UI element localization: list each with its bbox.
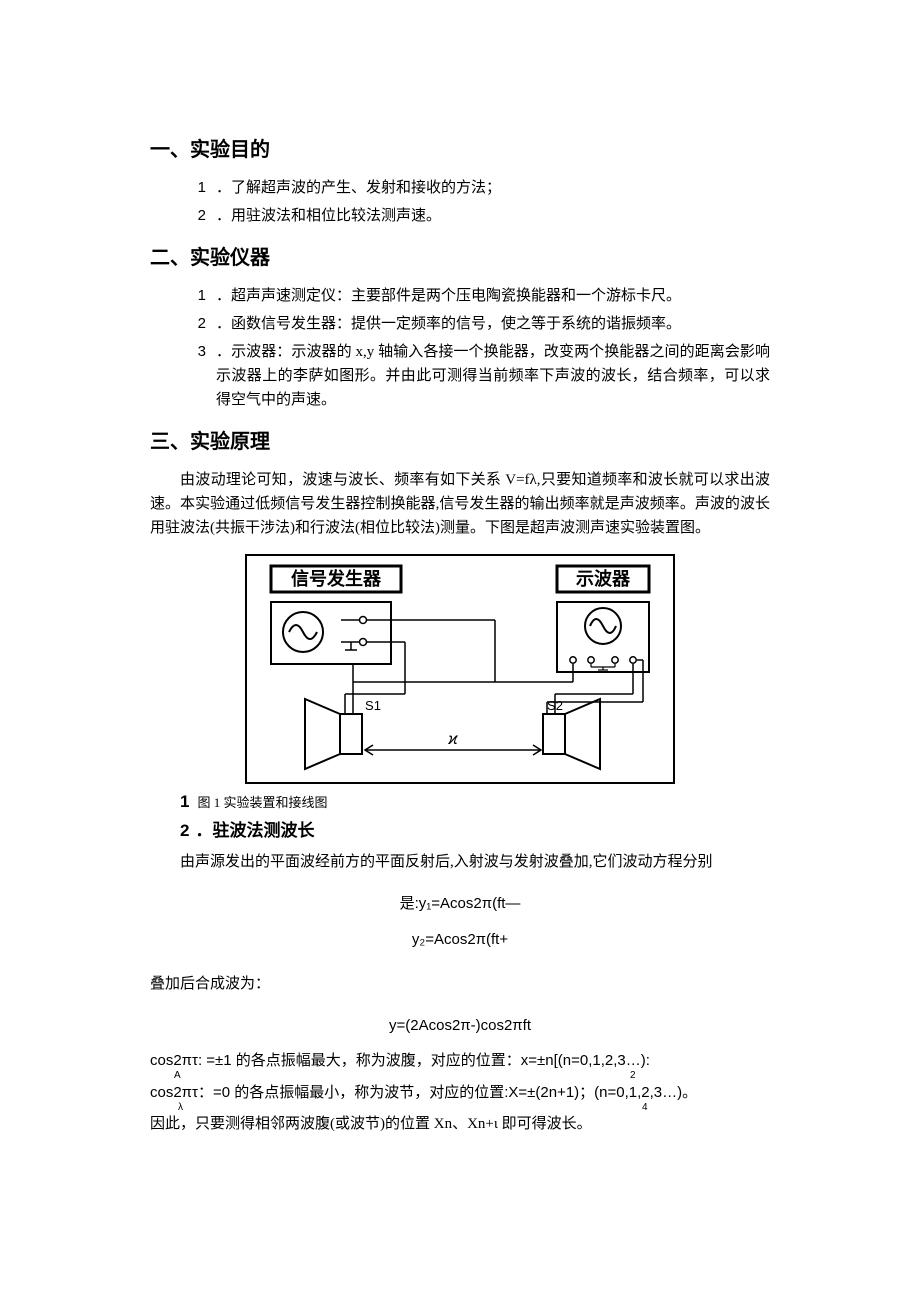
math-subscript-left: λ [178, 1102, 183, 1114]
equation-3: y=(2Acos2π-)cos2πft [150, 1014, 770, 1038]
equation-prefix: 是: [400, 895, 419, 912]
svg-text:ϰ: ϰ [447, 731, 458, 748]
list-text: ．超声声速测定仪：主要部件是两个压电陶瓷换能器和一个游标卡尺。 [216, 284, 770, 308]
subsection-number: 2 [180, 817, 189, 844]
equation-text: y₁=Acos2π(ft— [419, 895, 521, 912]
figure-caption: 1 图 1 实验装置和接线图 [180, 788, 770, 815]
caption-number: 1 [180, 788, 189, 815]
math-line-1: cos2πτ: =±1 的各点振幅最大，称为波腹，对应的位置：x=±n[(n=0… [150, 1052, 770, 1070]
section-1-title: 一、实验目的 [150, 134, 770, 166]
list-number: 3 [150, 340, 216, 364]
section-3-paragraph: 由波动理论可知，波速与波长、频率有如下关系 V=fλ,只要知道频率和波长就可以求… [150, 468, 770, 540]
list-item: 1 ．了解超声波的产生、发射和接收的方法； [150, 176, 770, 200]
section-2-title: 二、实验仪器 [150, 242, 770, 274]
body-paragraph-2: 叠加后合成波为： [150, 972, 770, 996]
section-1-list: 1 ．了解超声波的产生、发射和接收的方法； 2 ．用驻波法和相位比较法测声速。 [150, 176, 770, 228]
list-item: 3 ．示波器：示波器的 x,y 轴输入各接一个换能器，改变两个换能器之间的距离会… [150, 340, 770, 412]
math-subscript-right: 4 [642, 1102, 648, 1114]
list-number: 1 [150, 284, 216, 308]
svg-text:S1: S1 [365, 698, 381, 713]
list-number: 2 [150, 204, 216, 228]
svg-text:信号发生器: 信号发生器 [291, 568, 382, 589]
body-paragraph-3: 因此，只要测得相邻两波腹(或波节)的位置 Xn、Xn+ι 即可得波长。 [150, 1112, 770, 1136]
equation-1: 是:y₁=Acos2π(ft— [150, 892, 770, 916]
math-line-2: cos2πτ：=0 的各点振幅最小，称为波节，对应的位置:X=±(2n+1)；(… [150, 1084, 770, 1102]
experiment-diagram: 信号发生器 示波器 [150, 554, 770, 784]
list-text: ．了解超声波的产生、发射和接收的方法； [216, 176, 770, 200]
diagram-svg: 信号发生器 示波器 [245, 554, 675, 784]
math-subscript-right: 2 [630, 1070, 636, 1082]
document-page: 一、实验目的 1 ．了解超声波的产生、发射和接收的方法； 2 ．用驻波法和相位比… [0, 0, 920, 1226]
list-item: 2 ．用驻波法和相位比较法测声速。 [150, 204, 770, 228]
list-number: 1 [150, 176, 216, 200]
list-item: 1 ．超声声速测定仪：主要部件是两个压电陶瓷换能器和一个游标卡尺。 [150, 284, 770, 308]
body-paragraph-1: 由声源发出的平面波经前方的平面反射后,入射波与发射波叠加,它们波动方程分别 [150, 850, 770, 874]
list-text: ．函数信号发生器：提供一定频率的信号，使之等于系统的谐振频率。 [216, 312, 770, 336]
caption-text: 图 1 实验装置和接线图 [197, 793, 327, 814]
list-number: 2 [150, 312, 216, 336]
equation-2: y₂=Acos2π(ft+ [150, 928, 770, 952]
subsection-title: ．驻波法测波长 [195, 817, 314, 844]
math-subscript-left: A [174, 1070, 181, 1082]
math-text: cos2πτ: =±1 的各点振幅最大，称为波腹，对应的位置：x=±n[(n=0… [150, 1052, 650, 1069]
subsection-heading: 2 ．驻波法测波长 [180, 817, 770, 844]
list-item: 2 ．函数信号发生器：提供一定频率的信号，使之等于系统的谐振频率。 [150, 312, 770, 336]
math-text: cos2πτ：=0 的各点振幅最小，称为波节，对应的位置:X=±(2n+1)；(… [150, 1084, 697, 1101]
section-3-title: 三、实验原理 [150, 426, 770, 458]
list-text: ．用驻波法和相位比较法测声速。 [216, 204, 770, 228]
list-text: ．示波器：示波器的 x,y 轴输入各接一个换能器，改变两个换能器之间的距离会影响… [216, 340, 770, 412]
section-2-list: 1 ．超声声速测定仪：主要部件是两个压电陶瓷换能器和一个游标卡尺。 2 ．函数信… [150, 284, 770, 412]
svg-text:示波器: 示波器 [576, 568, 631, 589]
